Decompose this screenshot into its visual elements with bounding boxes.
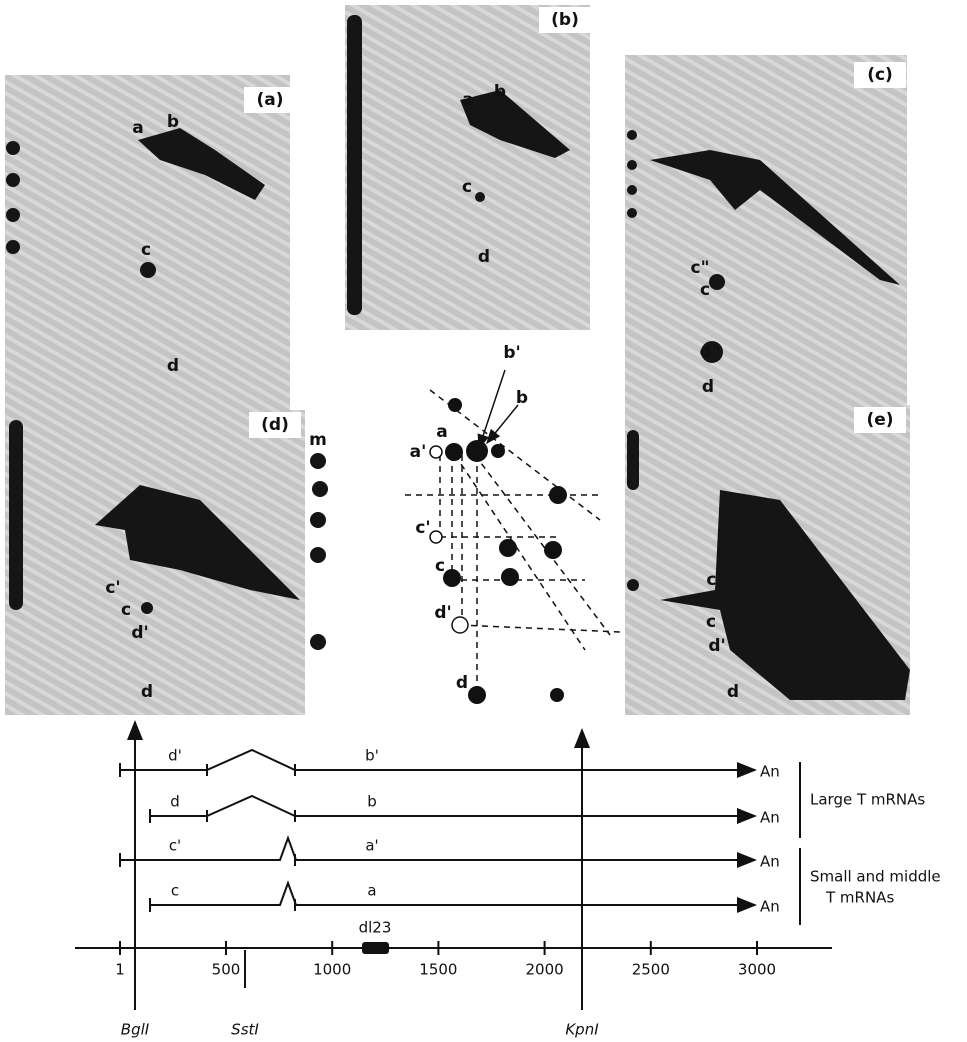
transcript (150, 794, 757, 824)
spot-label: c' (706, 570, 721, 590)
spot-label: c (462, 177, 472, 197)
spot-label: c' (105, 578, 120, 598)
enzyme-label: BglI (121, 1021, 150, 1039)
spot-label: d' (131, 623, 148, 643)
spot-label: d (478, 247, 490, 267)
transcript (150, 880, 757, 913)
diagram-label: a' (410, 442, 427, 462)
exon-label: d (170, 793, 180, 811)
diagram-label: d (456, 673, 468, 693)
spot-label: b (494, 82, 506, 102)
panel-label-bg (249, 412, 301, 438)
panel-label: (c) (867, 65, 893, 85)
diagram-label: c (435, 556, 445, 576)
spot-label: c (121, 600, 131, 620)
panel-label: (a) (256, 90, 283, 110)
spots (6, 15, 910, 700)
spot-label: d' (708, 636, 725, 656)
spot-label: a (462, 90, 473, 110)
spot-label: d (141, 682, 153, 702)
spot-label: c (141, 240, 151, 260)
deletion-box (362, 942, 389, 954)
tick-label: 1000 (313, 961, 351, 979)
group-label: Small and middle (810, 868, 941, 886)
spot-label: c" (691, 258, 710, 278)
spot-label: c (706, 612, 716, 632)
marker-lane (6, 15, 639, 650)
group-label: T mRNAs (825, 889, 894, 907)
diagram-label: a (436, 422, 447, 442)
transcript (120, 748, 757, 778)
exon-label: b' (365, 747, 379, 765)
spot-label: d" (699, 342, 720, 362)
spot-label: d (167, 356, 179, 376)
tick-label: 3000 (738, 961, 776, 979)
diagram-label: b' (503, 343, 520, 363)
tick-label: 1 (115, 961, 125, 979)
polya-label: An (760, 898, 780, 916)
enzyme-label: KpnI (565, 1021, 599, 1039)
panel-label-bg (244, 87, 296, 113)
panel-label-bg (854, 407, 906, 433)
panel-label: (e) (866, 410, 893, 430)
polya-label: An (760, 809, 780, 827)
schematic (405, 369, 621, 695)
deletion-label: dl23 (359, 919, 392, 937)
exon-label: b (367, 793, 377, 811)
exon-label: a' (365, 837, 378, 855)
diagram-label: c' (415, 518, 430, 538)
panel-label-bg (854, 62, 906, 88)
transcript (120, 835, 757, 868)
tick-label: 500 (212, 961, 241, 979)
spot-label: b (167, 112, 179, 132)
marker-label: m (309, 430, 327, 450)
diagram-label: d' (434, 603, 451, 623)
schematic-spots (429, 398, 567, 704)
tick-label: 2500 (632, 961, 670, 979)
panel-label: (d) (261, 415, 289, 435)
spot-label: c (700, 280, 710, 300)
panel-label-bg (539, 7, 591, 33)
tick-label: 1500 (419, 961, 457, 979)
tick-label: 2000 (526, 961, 564, 979)
spot-label: d (727, 682, 739, 702)
exon-label: c' (169, 837, 181, 855)
diagram-label: b (516, 388, 528, 408)
enzyme-label: SstI (231, 1021, 259, 1039)
spot-label: a (132, 118, 143, 138)
exon-label: a (367, 882, 376, 900)
polya-label: An (760, 853, 780, 871)
group-label: Large T mRNAs (810, 791, 925, 809)
polya-label: An (760, 763, 780, 781)
panel-label: (b) (551, 10, 579, 30)
exon-label: d' (168, 747, 182, 765)
exon-label: c (171, 882, 179, 900)
spot-label: d (702, 377, 714, 397)
